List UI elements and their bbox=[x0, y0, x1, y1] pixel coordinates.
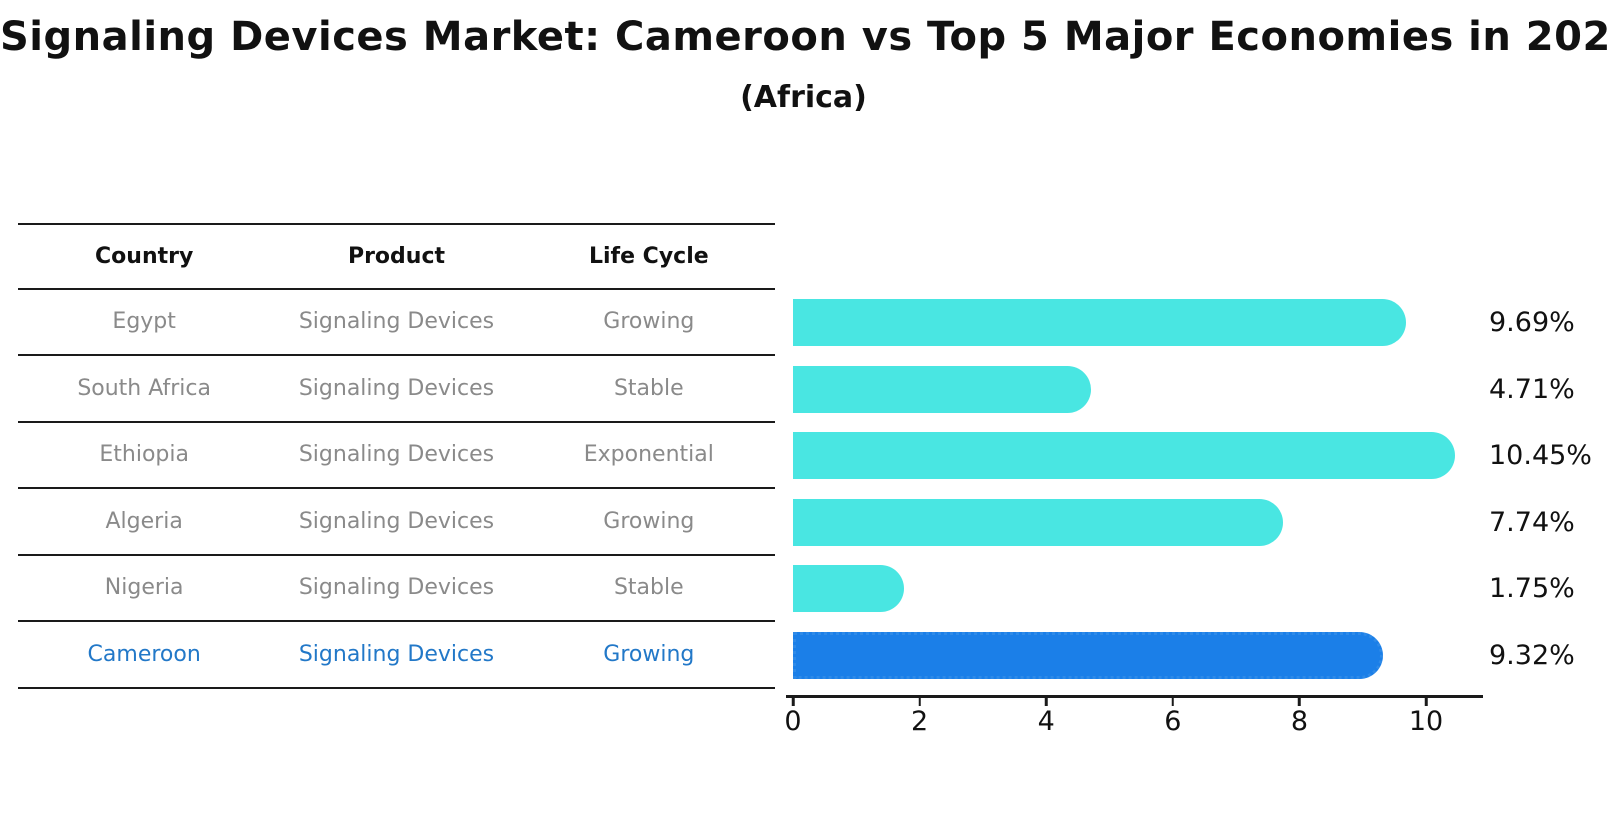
table-row: Cameroon Signaling Devices Growing bbox=[18, 622, 775, 689]
table-cell: Signaling Devices bbox=[298, 508, 495, 534]
table-cell: Cameroon bbox=[87, 641, 201, 667]
x-tick-mark bbox=[918, 697, 921, 706]
x-tick-mark bbox=[1424, 697, 1428, 706]
bar-row bbox=[793, 290, 1483, 357]
x-axis-line bbox=[786, 695, 1483, 698]
table-cell: Stable bbox=[613, 375, 684, 401]
table-cell: Ethiopia bbox=[99, 442, 189, 468]
table-row: Nigeria Signaling Devices Stable bbox=[18, 556, 775, 622]
table-cell: Signaling Devices bbox=[298, 309, 495, 335]
bar-value-label: 9.69% bbox=[1489, 307, 1575, 339]
bar bbox=[793, 498, 1283, 546]
table-cell: Algeria bbox=[105, 508, 183, 534]
x-tick-label: 2 bbox=[911, 706, 929, 737]
x-tick-label: 4 bbox=[1037, 706, 1055, 737]
bar-value-label: 9.32% bbox=[1489, 639, 1575, 671]
bar-value-label: 4.71% bbox=[1489, 373, 1575, 405]
table-row: Egypt Signaling Devices Growing bbox=[18, 290, 775, 356]
chart-title: Signaling Devices Market: Cameroon vs To… bbox=[0, 14, 1607, 60]
table-cell: Growing bbox=[603, 641, 695, 667]
table-cell: Nigeria bbox=[104, 575, 184, 601]
table-row: Ethiopia Signaling Devices Exponential bbox=[18, 423, 775, 489]
table-cell: Signaling Devices bbox=[298, 641, 495, 667]
x-tick-label: 0 bbox=[784, 706, 802, 737]
bar-highlight bbox=[793, 631, 1383, 679]
bar-row bbox=[793, 622, 1483, 689]
table-header-cell: Country bbox=[95, 243, 194, 269]
table-cell: Exponential bbox=[583, 442, 714, 468]
x-tick-mark bbox=[1298, 697, 1301, 706]
x-tick-label: 8 bbox=[1290, 706, 1309, 737]
bar bbox=[793, 299, 1407, 346]
x-tick-mark bbox=[1171, 697, 1175, 706]
x-tick-mark bbox=[791, 697, 795, 706]
bar-row bbox=[793, 556, 1483, 623]
bar-plot bbox=[793, 290, 1483, 689]
bar-row bbox=[793, 423, 1483, 490]
table-header-row: Country Product Life Cycle bbox=[18, 223, 775, 290]
x-tick-label: 10 bbox=[1408, 706, 1444, 737]
table-cell: Signaling Devices bbox=[298, 575, 495, 601]
bar bbox=[793, 565, 904, 612]
table-cell: South Africa bbox=[77, 375, 211, 401]
bar-value-label: 7.74% bbox=[1489, 506, 1575, 538]
table-cell: Stable bbox=[613, 575, 684, 601]
table-cell: Signaling Devices bbox=[298, 375, 495, 401]
table-row: South Africa Signaling Devices Stable bbox=[18, 356, 775, 423]
bar-value-label: 1.75% bbox=[1489, 573, 1575, 605]
bar bbox=[793, 432, 1455, 479]
bar bbox=[793, 365, 1092, 413]
table-row: Algeria Signaling Devices Growing bbox=[18, 489, 775, 556]
table-cell: Signaling Devices bbox=[298, 442, 495, 468]
table-header-cell: Product bbox=[347, 243, 446, 269]
bar-value-label: 10.45% bbox=[1489, 440, 1592, 472]
chart-subtitle: (Africa) bbox=[740, 80, 867, 115]
country-table: Country Product Life Cycle Egypt Signaling D… bbox=[18, 223, 775, 689]
table-cell: Growing bbox=[603, 309, 695, 335]
x-tick-mark bbox=[1044, 697, 1048, 706]
bar-row bbox=[793, 489, 1483, 556]
table-cell: Egypt bbox=[112, 309, 176, 335]
table-header-cell: Life Cycle bbox=[588, 243, 709, 269]
table-cell: Growing bbox=[603, 508, 695, 534]
bar-row bbox=[793, 356, 1483, 423]
x-tick-label: 6 bbox=[1164, 706, 1182, 737]
value-labels: 9.69% 4.71% 10.45% 7.74% 1.75% 9.32% bbox=[1489, 290, 1607, 689]
